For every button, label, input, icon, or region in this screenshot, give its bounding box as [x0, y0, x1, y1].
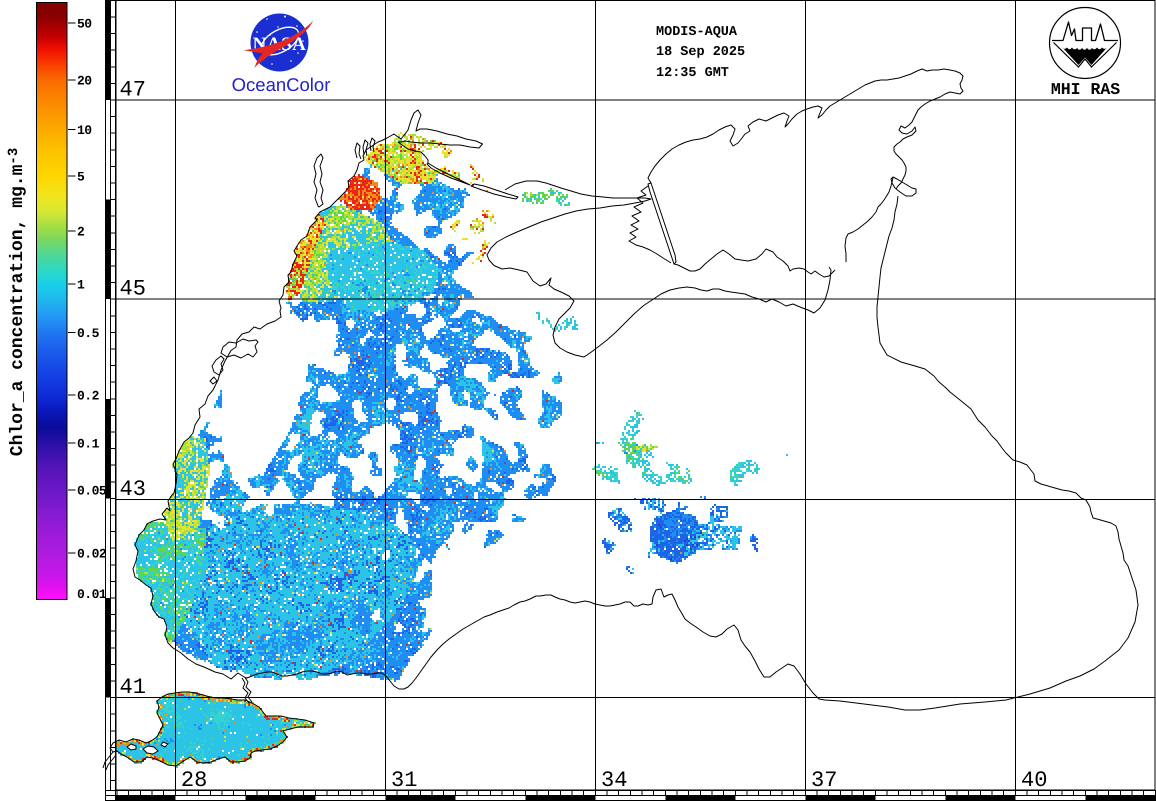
svg-text:45: 45 — [120, 277, 146, 302]
svg-text:10: 10 — [77, 123, 92, 138]
svg-text:34: 34 — [601, 768, 627, 793]
svg-text:2: 2 — [77, 225, 85, 240]
svg-text:12:35 GMT: 12:35 GMT — [656, 66, 729, 81]
svg-text:47: 47 — [120, 78, 146, 103]
svg-text:20: 20 — [77, 74, 92, 89]
svg-text:MODIS-AQUA: MODIS-AQUA — [656, 25, 738, 40]
svg-text:37: 37 — [811, 768, 837, 793]
svg-text:50: 50 — [77, 17, 92, 32]
svg-text:1: 1 — [77, 278, 85, 293]
svg-text:28: 28 — [181, 768, 207, 793]
svg-text:31: 31 — [391, 768, 417, 793]
svg-text:0.05: 0.05 — [77, 484, 107, 499]
svg-text:0.5: 0.5 — [77, 326, 100, 341]
svg-text:0.01: 0.01 — [77, 587, 107, 602]
svg-text:5: 5 — [77, 170, 85, 185]
svg-text:0.1: 0.1 — [77, 437, 100, 452]
svg-text:MHI RAS: MHI RAS — [1051, 80, 1120, 99]
svg-text:Chlor_a concentration, mg.m-3: Chlor_a concentration, mg.m-3 — [6, 148, 28, 456]
svg-text:40: 40 — [1021, 768, 1047, 793]
svg-text:41: 41 — [120, 675, 146, 700]
svg-text:OceanColor: OceanColor — [232, 74, 331, 95]
svg-text:0.2: 0.2 — [77, 389, 100, 404]
svg-text:43: 43 — [120, 477, 146, 502]
svg-text:0.02: 0.02 — [77, 547, 107, 562]
svg-text:18 Sep 2025: 18 Sep 2025 — [656, 45, 745, 60]
